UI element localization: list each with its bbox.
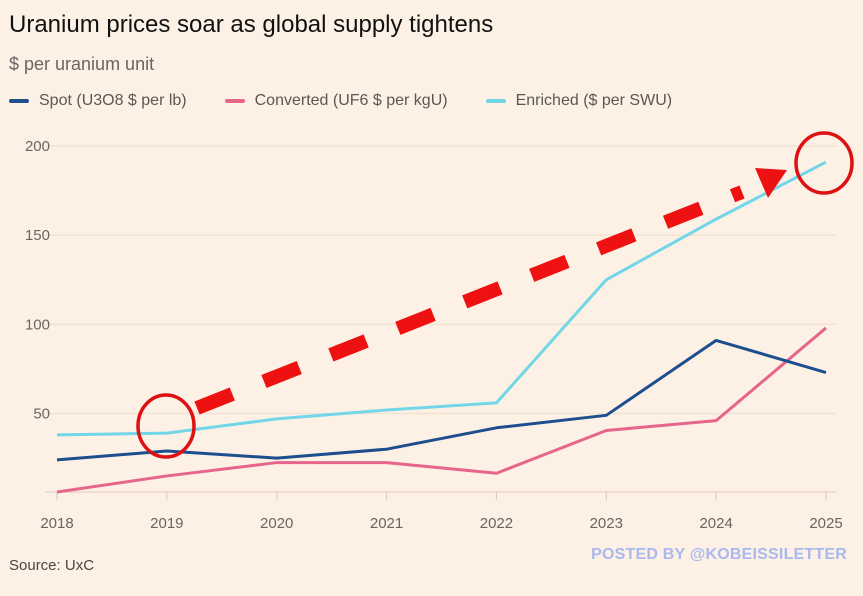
legend-item-enriched: Enriched ($ per SWU): [485, 92, 673, 110]
highlight-circle-2019: [136, 393, 196, 459]
series-line-converted: [56, 326, 827, 494]
highlight-circle-2025: [794, 131, 854, 195]
x-tick-label: 2021: [370, 515, 403, 532]
chart-title: Uranium prices soar as global supply tig…: [9, 11, 494, 38]
legend-label-spot: Spot (U3O8 $ per lb): [39, 92, 187, 109]
y-tick-label: 50: [33, 406, 50, 423]
x-tick-label: 2019: [150, 515, 183, 532]
legend: Spot (U3O8 $ per lb) Converted (UF6 $ pe…: [9, 92, 672, 110]
y-tick-label: 200: [25, 138, 50, 155]
legend-label-enriched: Enriched ($ per SWU): [515, 92, 673, 109]
y-tick-label: 100: [25, 316, 50, 333]
x-tick-label: 2025: [809, 515, 842, 532]
x-tick-label: 2018: [40, 515, 73, 532]
legend-item-spot: Spot (U3O8 $ per lb): [9, 92, 187, 110]
y-tick-label: 150: [25, 227, 50, 244]
legend-swatch-enriched: [485, 99, 506, 103]
x-tick-label: 2022: [480, 515, 513, 532]
legend-item-converted: Converted (UF6 $ per kgU): [224, 92, 448, 110]
source-note: Source: UxC: [9, 557, 95, 574]
watermark: POSTED BY @KOBEISSILETTER: [591, 546, 847, 563]
legend-swatch-spot: [9, 99, 29, 103]
x-tick-label: 2023: [590, 515, 623, 532]
x-tick-label: 2024: [699, 515, 732, 532]
series-line-spot: [56, 338, 827, 462]
legend-label-converted: Converted (UF6 $ per kgU): [254, 92, 448, 109]
legend-swatch-converted: [224, 99, 245, 103]
chart-subtitle: $ per uranium unit: [9, 54, 155, 74]
dashed-trend-arrow: [194, 185, 745, 415]
series-line-enriched: [56, 160, 827, 437]
arrowhead-icon: [755, 168, 787, 198]
x-tick-label: 2020: [260, 515, 293, 532]
